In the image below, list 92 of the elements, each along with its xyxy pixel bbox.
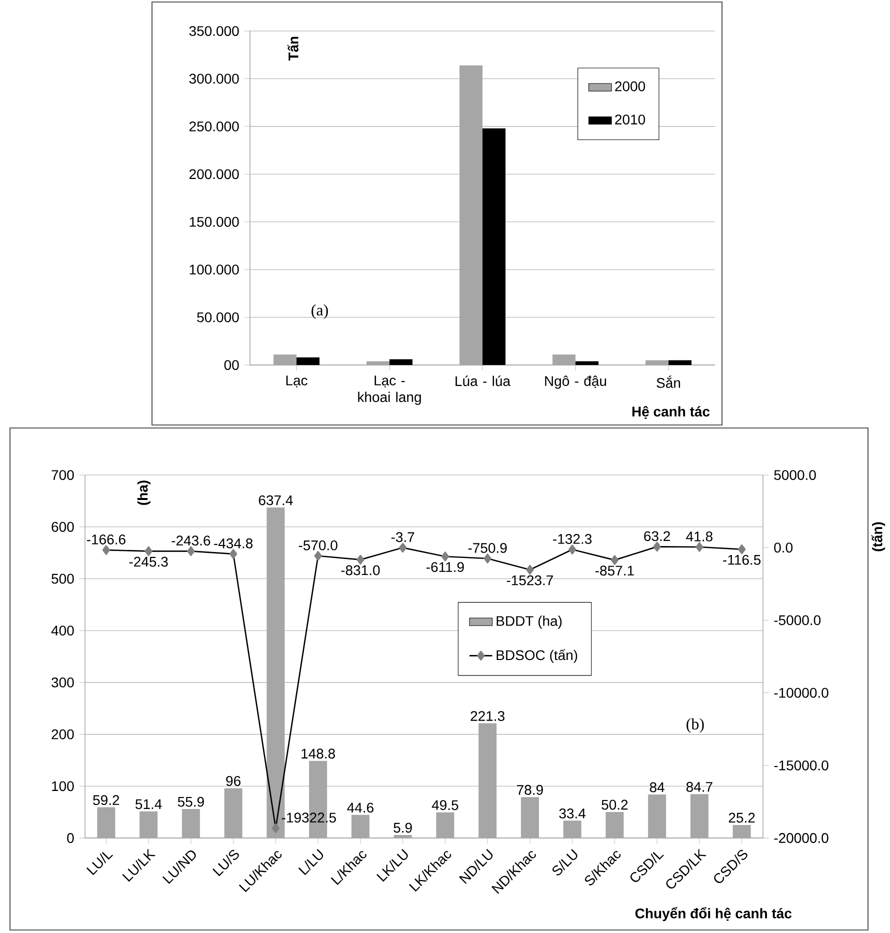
y-tick-label: 0: [67, 833, 74, 843]
x-tick-label: Lạc - khoai lang: [358, 376, 421, 405]
y-tick-label: 700: [52, 470, 74, 480]
data-label: -245.3: [129, 556, 168, 567]
y-tick-label: 300: [52, 677, 74, 688]
y2-tick-label: -10000.0: [774, 688, 828, 698]
data-label: 5.9: [394, 822, 412, 833]
annotation: (b): [686, 718, 704, 733]
data-label: 41.8: [686, 532, 713, 542]
bar: [352, 814, 370, 838]
data-label: -570.0: [298, 540, 338, 550]
legend-label: 2000: [615, 81, 646, 92]
data-label: -831.0: [341, 565, 380, 576]
y-tick-label: 00: [224, 360, 239, 370]
data-label: 84.7: [686, 782, 712, 792]
y-tick-label: 100.000: [190, 264, 239, 275]
legend-label: BDDT (ha): [496, 616, 562, 629]
y2-axis-title: (tấn): [872, 522, 886, 552]
bar: [732, 824, 751, 838]
data-label: -19322.5: [282, 812, 336, 823]
data-label: 84: [650, 782, 665, 792]
y-tick-label: 400: [51, 626, 74, 636]
y-tick-label: 200: [52, 729, 74, 740]
bar: [274, 354, 297, 366]
x-tick-label: Sắn: [656, 376, 680, 388]
bar: [668, 360, 692, 366]
bar: [576, 361, 599, 366]
y-tick-label: 50.000: [197, 312, 239, 322]
data-label: 148.8: [302, 748, 336, 759]
x-tick-label: LU/L: [86, 852, 114, 876]
bar: [552, 354, 576, 366]
x-axis-title: Chuyển đổi hệ canh tác: [636, 906, 792, 922]
data-label: 33.4: [559, 808, 586, 818]
y-tick-label: 250.000: [190, 121, 239, 132]
data-label: -166.6: [87, 534, 126, 544]
bar: [482, 128, 506, 366]
data-label: 49.5: [432, 800, 458, 810]
y-tick-label: 300.000: [189, 74, 239, 84]
data-label: -132.3: [553, 534, 592, 544]
x-tick-label: Ngô - đậu: [545, 376, 606, 389]
data-label: -243.6: [172, 536, 210, 546]
data-label: -3.7: [392, 532, 414, 542]
bar: [690, 794, 709, 838]
data-label: 78.9: [517, 784, 544, 795]
bar: [563, 820, 582, 838]
data-label: 59.2: [93, 795, 120, 806]
legend-label: 2010: [615, 114, 646, 124]
y-tick-label: 500: [52, 574, 74, 584]
data-label: -1523.7: [506, 575, 554, 586]
y2-tick-label: 0.0: [774, 542, 793, 553]
bar: [646, 360, 669, 366]
data-label: -116.5: [723, 554, 761, 565]
data-label: 25.2: [729, 812, 755, 823]
data-label: -611.9: [426, 562, 464, 572]
data-label: 637.4: [259, 495, 293, 506]
bar: [436, 812, 454, 838]
bar: [366, 361, 390, 366]
data-label: 221.3: [470, 711, 505, 721]
y2-tick-label: -15000.0: [774, 760, 828, 770]
y-axis-title: Tấn: [288, 36, 299, 61]
x-tick-label: Lúa - lúa: [456, 376, 511, 386]
bar: [140, 811, 158, 838]
bar: [521, 797, 540, 838]
bar: [296, 357, 320, 366]
bar: [182, 809, 200, 838]
y-tick-label: 350.000: [189, 26, 239, 36]
x-tick-label: Lạc: [286, 376, 308, 388]
y-tick-label: 150.000: [190, 216, 239, 227]
data-label: 63.2: [644, 531, 670, 542]
x-axis-title: Hệ canh tác: [632, 406, 710, 419]
data-label: -857.1: [596, 566, 634, 576]
bar: [394, 834, 412, 838]
bar: [648, 794, 666, 838]
y2-tick-label: -20000.0: [774, 833, 828, 843]
annotation: (a): [312, 304, 328, 319]
bar: [606, 812, 624, 838]
data-label: 96: [226, 776, 241, 786]
y-tick-label: 100: [52, 781, 74, 792]
data-label: 50.2: [602, 800, 628, 810]
y2-tick-label: 5000.0: [774, 470, 816, 480]
bar: [97, 807, 116, 838]
data-label: 51.4: [136, 799, 162, 810]
data-label: 55.9: [178, 796, 204, 807]
data-label: -750.9: [468, 543, 507, 553]
bar: [390, 359, 413, 366]
legend-label: BDSOC (tấn): [496, 649, 578, 663]
y-tick-label: 200.000: [190, 169, 239, 180]
data-label: -434.8: [214, 538, 253, 548]
y2-tick-label: -5000.0: [774, 615, 821, 626]
y-axis-title: (ha): [138, 480, 151, 505]
y-tick-label: 600: [52, 522, 74, 532]
data-label: 44.6: [347, 802, 374, 813]
